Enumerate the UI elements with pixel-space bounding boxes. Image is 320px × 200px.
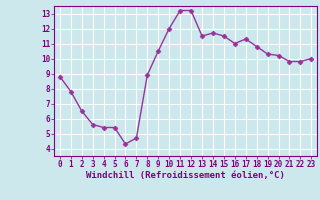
X-axis label: Windchill (Refroidissement éolien,°C): Windchill (Refroidissement éolien,°C) — [86, 171, 285, 180]
